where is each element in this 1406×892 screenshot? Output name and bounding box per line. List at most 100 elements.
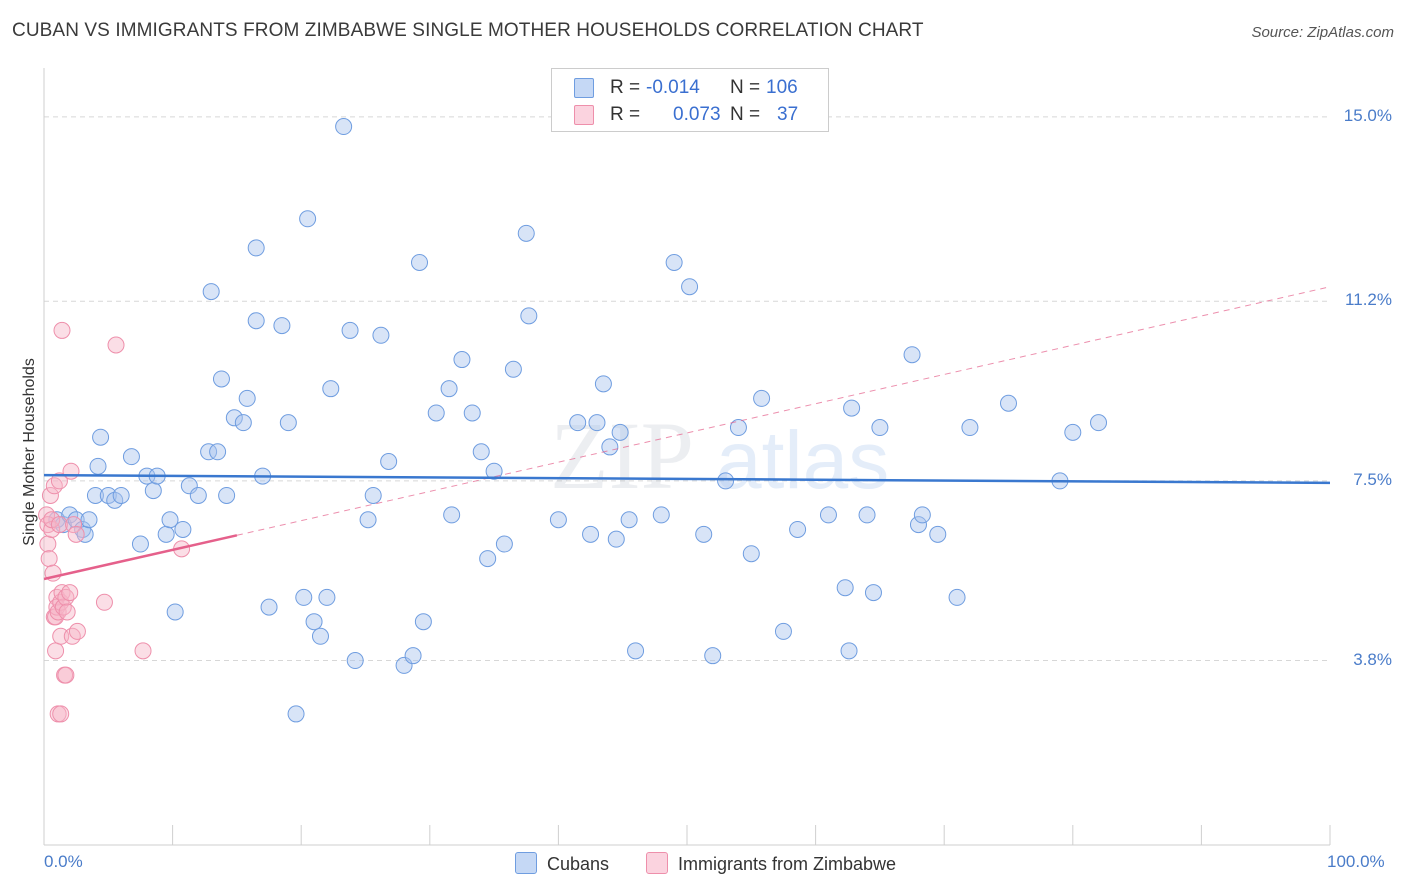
point-zimbabwe: [53, 321, 71, 339]
point-cubans: [372, 326, 390, 344]
point-cubans: [411, 253, 429, 271]
point-cubans: [549, 511, 567, 529]
point-cubans: [594, 375, 612, 393]
source-label: Source: ZipAtlas.com: [1251, 24, 1394, 41]
point-cubans: [909, 516, 927, 534]
point-cubans: [453, 351, 471, 369]
trend-lines: [43, 286, 1331, 581]
point-cubans: [238, 389, 256, 407]
point-cubans: [305, 613, 323, 631]
legend-r-label: R =: [610, 104, 641, 125]
point-cubans: [247, 239, 265, 257]
point-zimbabwe: [45, 477, 63, 495]
point-cubans: [112, 486, 130, 504]
point-cubans: [341, 321, 359, 339]
point-cubans: [695, 525, 713, 543]
y-tick-label: 15.0%: [1343, 105, 1392, 125]
point-zimbabwe: [63, 627, 81, 645]
point-cubans: [1064, 423, 1082, 441]
series-legend: Cubans Immigrants from Zimbabwe: [0, 852, 1406, 878]
point-zimbabwe: [39, 535, 57, 553]
point-cubans: [601, 438, 619, 456]
legend-r-label: R =: [610, 77, 641, 98]
point-cubans: [212, 370, 230, 388]
point-cubans: [260, 598, 278, 616]
point-zimbabwe: [134, 642, 152, 660]
legend-n-value: 106: [766, 77, 798, 98]
point-cubans: [161, 511, 179, 529]
point-cubans: [202, 283, 220, 301]
x-tick-label-min: 0.0%: [44, 852, 83, 871]
point-cubans: [86, 486, 104, 504]
point-cubans: [67, 511, 85, 529]
point-cubans: [273, 317, 291, 335]
axes: [43, 68, 1331, 846]
point-cubans: [819, 506, 837, 524]
point-cubans: [440, 380, 458, 398]
point-cubans: [611, 423, 629, 441]
point-zimbabwe: [52, 627, 70, 645]
point-zimbabwe: [57, 666, 75, 684]
point-cubans: [122, 448, 140, 466]
series-swatch-cubans: [515, 852, 537, 874]
point-cubans: [346, 652, 364, 670]
y-axis-label-wrap: Single Mother Households: [18, 330, 42, 580]
x-tick-label-max: 100.0%: [1327, 852, 1385, 871]
point-cubans: [753, 389, 771, 407]
point-cubans: [789, 520, 807, 538]
legend-n-label: N =: [730, 104, 761, 125]
point-cubans: [287, 705, 305, 723]
point-zimbabwe: [67, 525, 85, 543]
point-cubans: [582, 525, 600, 543]
point-cubans: [472, 443, 490, 461]
point-cubans: [517, 224, 535, 242]
point-cubans: [903, 346, 921, 364]
y-tick-label: 11.2%: [1345, 290, 1392, 310]
series-label-cubans: Cubans: [547, 854, 610, 874]
chart-title: CUBAN VS IMMIGRANTS FROM ZIMBABWE SINGLE…: [12, 20, 924, 41]
point-cubans: [404, 647, 422, 665]
point-cubans: [652, 506, 670, 524]
point-cubans: [463, 404, 481, 422]
point-cubans: [279, 414, 297, 432]
point-cubans: [364, 486, 382, 504]
point-cubans: [858, 506, 876, 524]
point-cubans: [174, 520, 192, 538]
series-swatch-zimbabwe: [646, 852, 668, 874]
point-zimbabwe: [95, 593, 113, 611]
point-cubans: [864, 584, 882, 602]
point-cubans: [843, 399, 861, 417]
point-cubans: [209, 443, 227, 461]
point-cubans: [218, 486, 236, 504]
point-cubans: [774, 622, 792, 640]
point-cubans: [620, 511, 638, 529]
point-cubans: [189, 486, 207, 504]
legend-r-value: 0.073: [673, 104, 721, 125]
point-cubans: [322, 380, 340, 398]
point-cubans: [704, 647, 722, 665]
legend-swatch-zimbabwe: [574, 105, 594, 125]
trend-zimbabwe: [43, 534, 238, 581]
point-cubans: [607, 530, 625, 548]
legend-r-value: -0.014: [646, 77, 700, 98]
point-cubans: [1000, 394, 1017, 412]
cubans-points: [48, 118, 1108, 723]
point-cubans: [479, 550, 497, 568]
point-cubans: [427, 404, 445, 422]
point-cubans: [742, 545, 760, 563]
point-cubans: [504, 360, 522, 378]
y-axis-label: Single Mother Households: [21, 358, 38, 546]
point-zimbabwe: [58, 603, 76, 621]
point-cubans: [729, 419, 747, 437]
grid-lines: [44, 116, 1330, 662]
point-zimbabwe: [107, 336, 125, 354]
point-cubans: [157, 525, 175, 543]
series-legend-zimbabwe: Immigrants from Zimbabwe: [646, 852, 896, 875]
trend-cubans: [43, 473, 1331, 485]
point-cubans: [200, 443, 218, 461]
point-cubans: [225, 409, 243, 427]
point-cubans: [717, 472, 735, 490]
point-cubans: [311, 627, 329, 645]
point-cubans: [89, 457, 107, 475]
